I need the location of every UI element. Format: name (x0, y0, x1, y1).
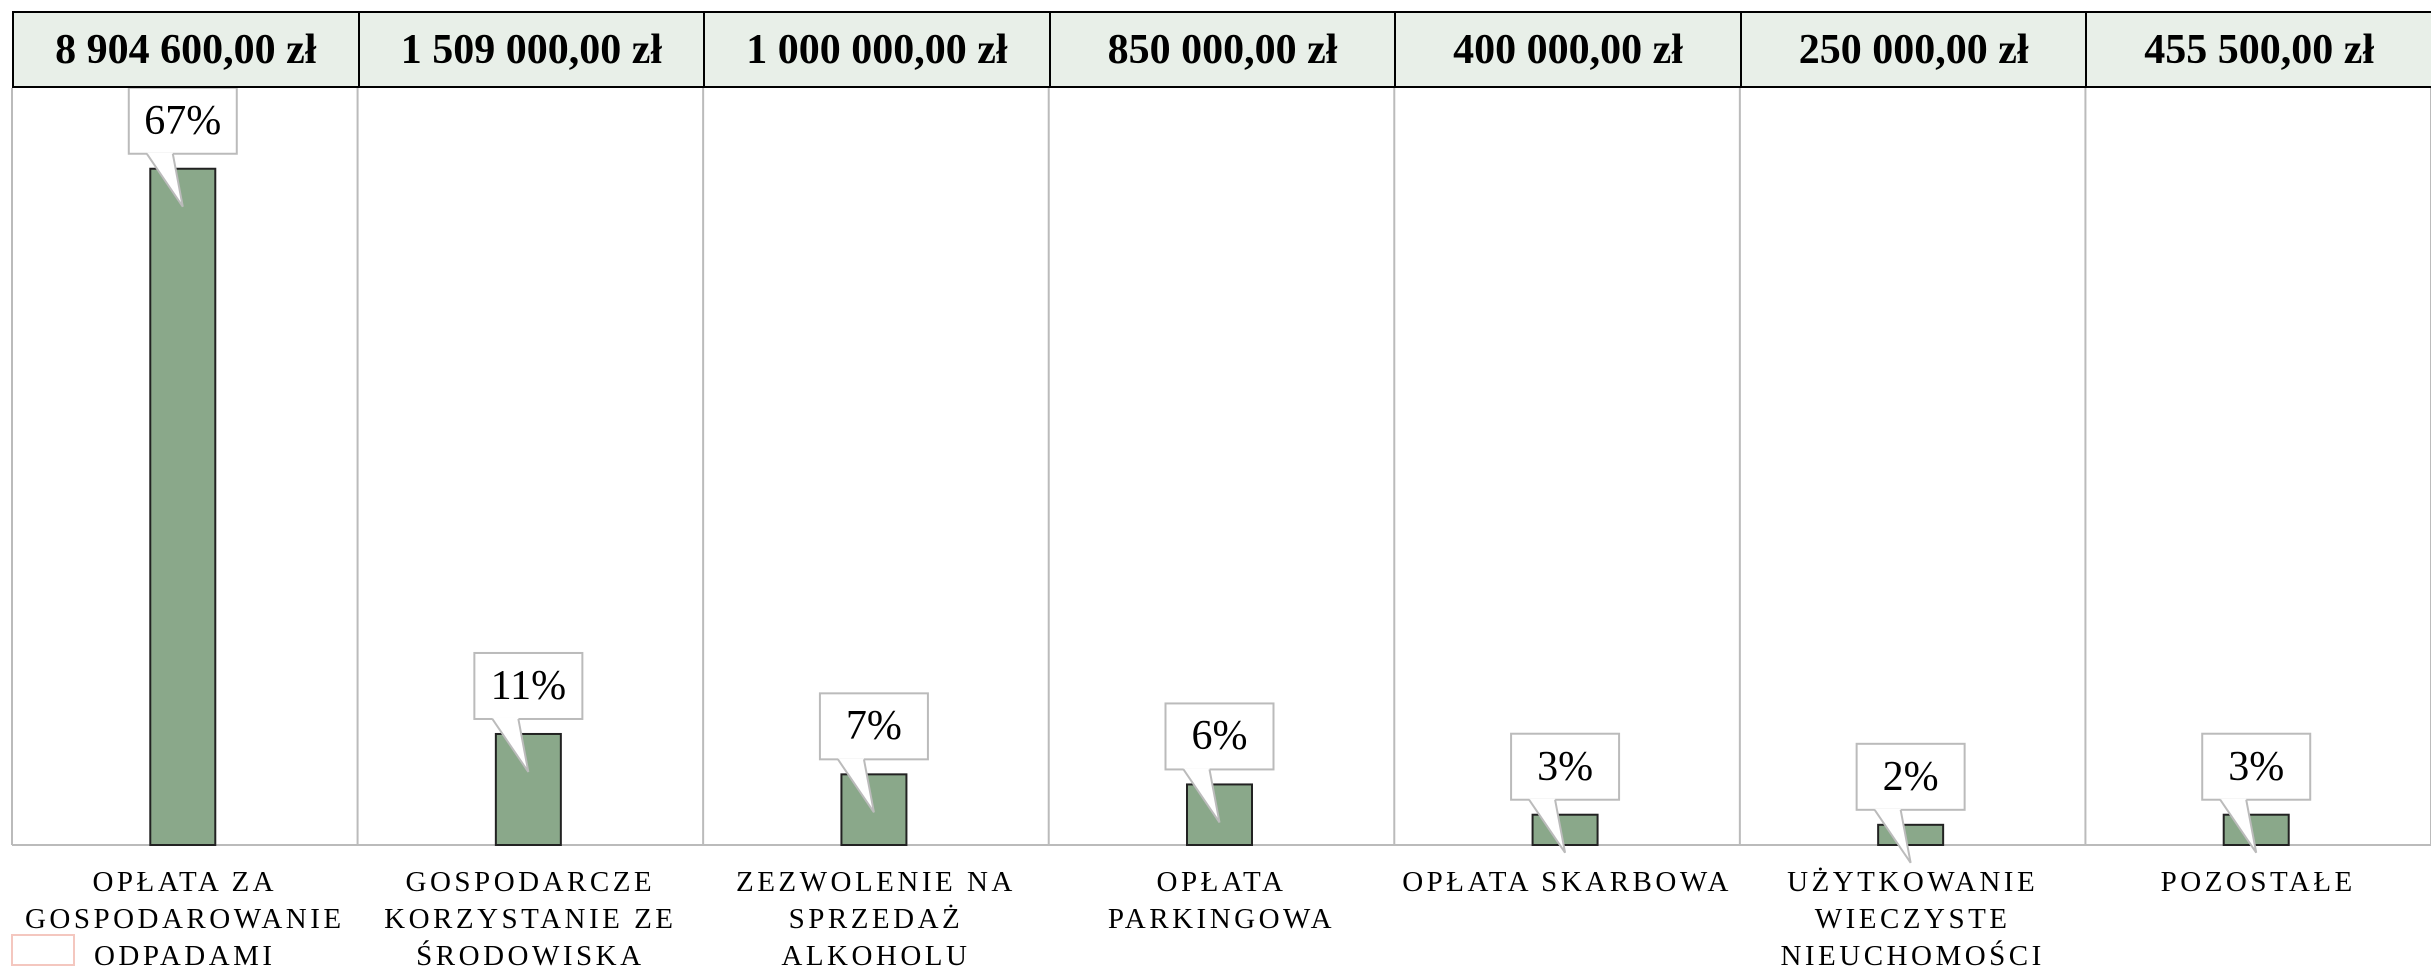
header-amount: 455 500,00 zł (2085, 11, 2431, 88)
header-amount: 8 904 600,00 zł (12, 11, 360, 88)
x-tick-label: OPŁATA SKARBOWA (1402, 866, 1732, 898)
data-label: 7% (845, 703, 902, 750)
data-label: 3% (2228, 743, 2285, 790)
x-tick-label: OPŁATA PARKINGOWA (1107, 866, 1336, 935)
label-pointer-edge (145, 153, 184, 208)
label-box (818, 692, 929, 761)
header-amount: 1 000 000,00 zł (703, 11, 1051, 88)
label-box (127, 86, 238, 155)
label-box (2201, 732, 2312, 801)
data-label: 3% (1537, 743, 1594, 790)
header-amount: 250 000,00 zł (1739, 11, 2088, 88)
label-pointer-edge (1873, 809, 1912, 864)
legend-swatch (11, 934, 75, 966)
label-box (1510, 732, 1621, 801)
x-tick-label: OPŁATA ZA GOSPODAROWANIE ODPADAMI (24, 866, 345, 970)
label-pointer-edge (2219, 799, 2258, 854)
label-pointer-edge (837, 758, 875, 813)
x-tick-label: GOSPODARCZE KORZYSTANIE ZE ŚRODOWISKA (384, 866, 677, 970)
label-box (1164, 702, 1275, 771)
data-label: 6% (1191, 713, 1248, 760)
label-box (473, 651, 584, 720)
bar (1186, 783, 1253, 847)
x-tick-label: ZEZWOLENIE NA SPRZEDAŻ ALKOHOLU (736, 866, 1016, 970)
data-label: 11% (490, 662, 567, 709)
bar (494, 732, 562, 846)
label-pointer-edge (1528, 799, 1567, 854)
bar (149, 167, 217, 847)
label-box (1855, 742, 1966, 811)
data-label: 67% (144, 97, 222, 144)
label-pointer-edge (491, 718, 530, 773)
header-amount: 400 000,00 zł (1394, 11, 1742, 88)
x-tick-label: UŻYTKOWANIE WIECZYSTE NIEUCHOMOŚCI (1780, 866, 2045, 970)
label-pointer-edge (1182, 768, 1221, 824)
header-amount: 1 509 000,00 zł (357, 11, 706, 88)
header-amount: 850 000,00 zł (1048, 11, 1397, 88)
x-tick-label: POZOSTAŁE (2160, 866, 2356, 898)
data-label: 2% (1882, 753, 1939, 800)
